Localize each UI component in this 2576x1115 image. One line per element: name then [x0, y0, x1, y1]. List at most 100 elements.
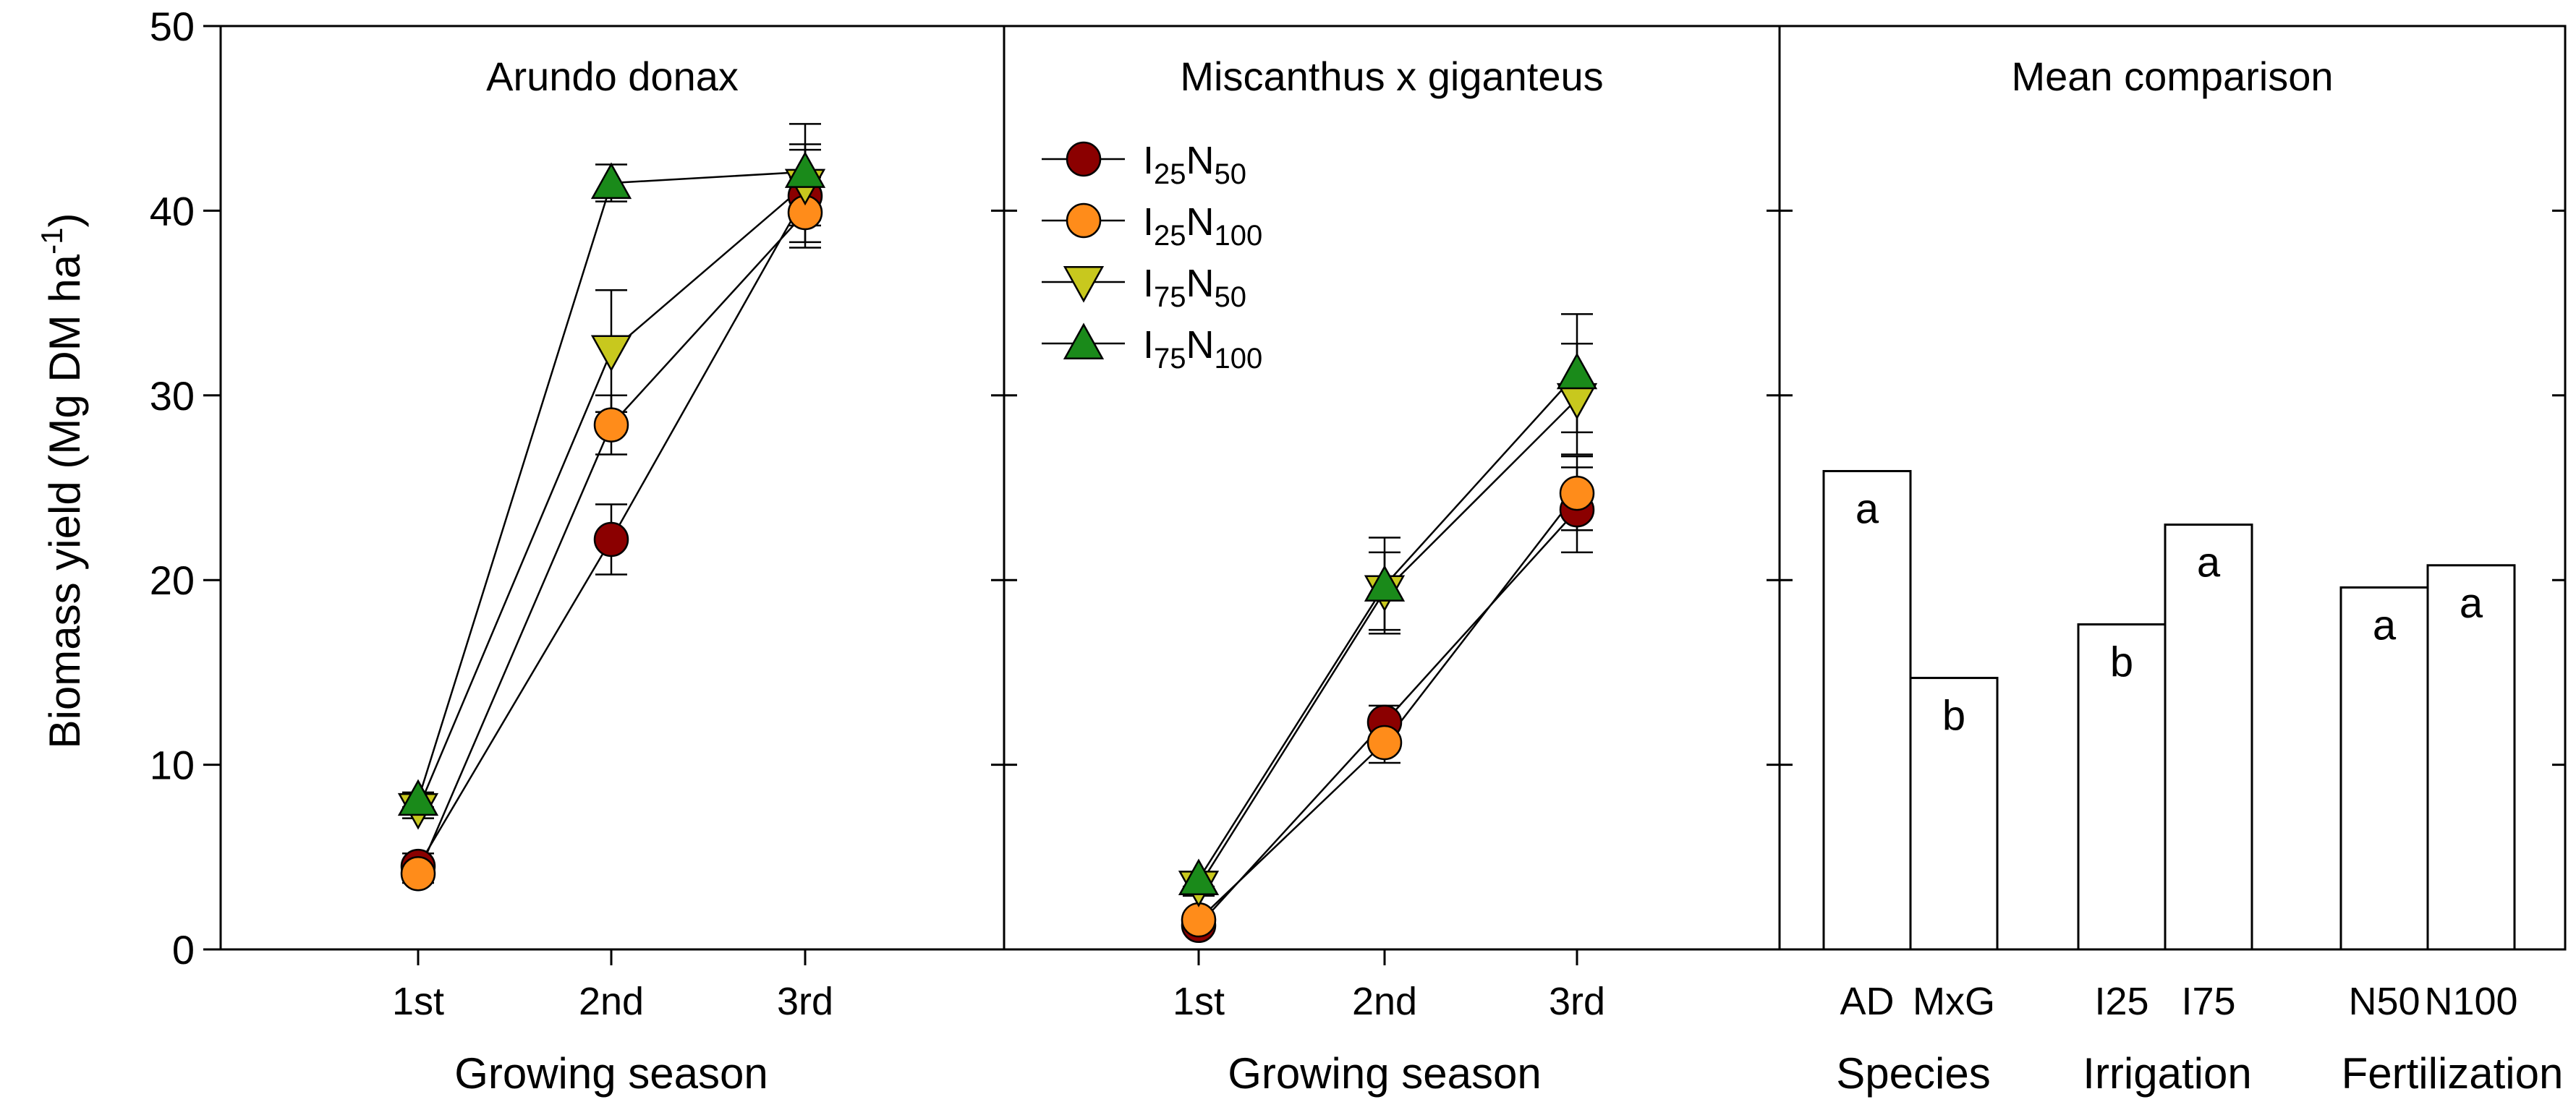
- data-point: [1178, 858, 1220, 895]
- series-markers-I75N50: [1178, 383, 1598, 907]
- x-tick-label: AD: [1840, 980, 1894, 1023]
- bar: [1822, 470, 1912, 951]
- y-tick-label: 10: [150, 743, 195, 788]
- legend-label: I75N50: [1143, 262, 1246, 313]
- data-point: [590, 335, 632, 372]
- series-I75N100: [402, 123, 821, 808]
- legend-entry-1: I25N50: [1042, 139, 1246, 190]
- panel-frame-2: [1003, 25, 1781, 951]
- series-line: [1197, 398, 1578, 887]
- group-label: Species: [1836, 1049, 1990, 1098]
- y-tick-label: 40: [150, 188, 195, 234]
- legend-label-part: N: [1186, 262, 1215, 305]
- group-label: Irrigation: [2083, 1049, 2251, 1098]
- bar-group-species: a AD b MxG: [1822, 470, 1999, 1023]
- series-line: [1197, 372, 1578, 880]
- y-tick-label: 30: [150, 373, 195, 419]
- significance-letter: b: [2110, 638, 2133, 685]
- legend-label-part: 75: [1154, 281, 1186, 313]
- bar-group-fertilization: a N50 a N100: [2339, 564, 2518, 1023]
- x-axis-label: Growing season: [454, 1049, 768, 1098]
- x-tick-label: MxG: [1913, 980, 1995, 1023]
- legend-label-part: 25: [1154, 158, 1186, 190]
- data-point: [1556, 352, 1598, 390]
- data-point: [590, 162, 632, 200]
- x-tick-label: N100: [2424, 980, 2517, 1023]
- bar: [2164, 524, 2253, 951]
- legend-label-part: 50: [1215, 281, 1247, 313]
- series-markers-I25N100: [1181, 475, 1595, 938]
- legend-label-part: 100: [1215, 343, 1263, 375]
- legend-label-part: 100: [1215, 220, 1263, 252]
- x-tick-label: 1st: [1173, 980, 1225, 1023]
- legend-label-part: 50: [1215, 158, 1247, 190]
- x-tick-label: I25: [2094, 980, 2148, 1023]
- data-point: [1063, 265, 1105, 303]
- legend-label-part: I: [1143, 139, 1154, 182]
- legend-label: I75N100: [1143, 323, 1262, 375]
- y-axis-label-sup: -1: [35, 228, 69, 255]
- x-tick-label: 2nd: [579, 980, 644, 1023]
- y-axis-label-end: ): [41, 213, 89, 228]
- legend-label-part: I: [1143, 323, 1154, 367]
- legend-label-part: 75: [1154, 343, 1186, 375]
- series-I75N50: [1183, 343, 1593, 897]
- x-tick-label: I75: [2181, 980, 2235, 1023]
- series-line: [417, 171, 806, 800]
- significance-letter: a: [1856, 486, 1879, 533]
- legend-entry-2: I25N100: [1042, 200, 1262, 252]
- series-I25N50: [402, 148, 821, 881]
- x-tick-label: 3rd: [1549, 980, 1605, 1023]
- significance-letter: a: [2197, 539, 2221, 586]
- series-markers-I75N50: [397, 168, 826, 830]
- legend-label-part: I: [1143, 200, 1154, 244]
- legend-label: I25N50: [1143, 139, 1246, 190]
- legend-label-part: N: [1186, 200, 1215, 244]
- panel-title: Mean comparison: [2011, 54, 2333, 99]
- y-tick-label: 20: [150, 558, 195, 603]
- bar: [2339, 586, 2429, 951]
- legend-label-part: 25: [1154, 220, 1186, 252]
- data-point: [397, 779, 439, 816]
- data-point: [593, 521, 629, 558]
- data-point: [784, 151, 826, 188]
- legend-label-part: I: [1143, 262, 1154, 305]
- series-markers-I75N100: [1178, 352, 1598, 895]
- data-point: [1181, 902, 1217, 938]
- significance-letter: b: [1942, 693, 1965, 740]
- group-label: Fertilization: [2342, 1049, 2564, 1098]
- legend-label: I25N100: [1143, 200, 1262, 252]
- data-point: [1364, 565, 1406, 602]
- x-tick-label: 2nd: [1352, 980, 1417, 1023]
- series-I25N100: [1183, 455, 1593, 927]
- series-line: [417, 184, 806, 810]
- x-axis-label: Growing season: [1228, 1049, 1542, 1098]
- series-I75N50: [402, 143, 821, 819]
- legend-entry-3: I75N50: [1042, 262, 1246, 313]
- data-point: [1366, 725, 1403, 761]
- data-point: [400, 856, 436, 892]
- significance-letter: a: [2460, 580, 2483, 627]
- panel-title: Miscanthus x giganteus: [1180, 54, 1603, 99]
- legend-label-part: N: [1186, 323, 1215, 367]
- x-tick-label: 3rd: [777, 980, 833, 1023]
- x-tick-label: N50: [2348, 980, 2420, 1023]
- y-tick-label: 0: [172, 927, 195, 973]
- series-markers-I25N50: [400, 178, 823, 884]
- data-point: [1066, 141, 1102, 177]
- y-axis-label: Biomass yield (Mg DM ha-1): [35, 213, 89, 749]
- bar: [2077, 623, 2167, 951]
- x-tick-label: 1st: [392, 980, 444, 1023]
- legend-entry-4: I75N100: [1042, 322, 1262, 375]
- bar: [2426, 564, 2516, 951]
- data-point: [593, 407, 629, 443]
- bar-group-irrigation: b I25 a I75: [2077, 524, 2253, 1023]
- panel-title: Arundo donax: [486, 54, 739, 99]
- significance-letter: a: [2373, 602, 2397, 649]
- data-point: [1063, 322, 1105, 360]
- y-tick-label: 50: [150, 4, 195, 49]
